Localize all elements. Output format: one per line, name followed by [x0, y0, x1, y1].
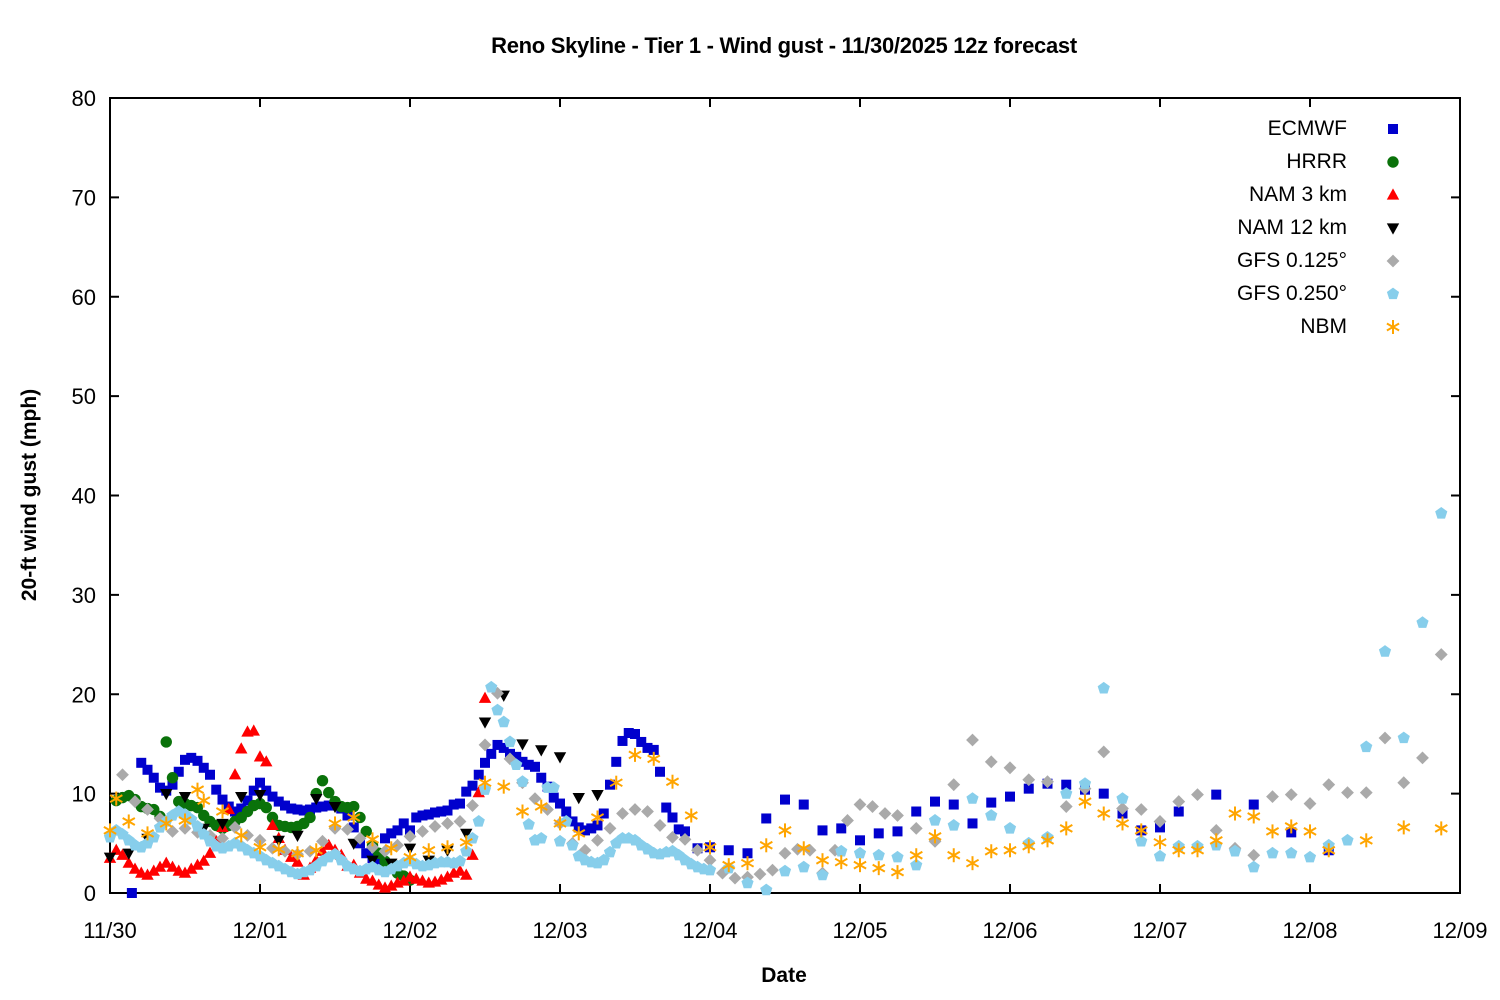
legend-entry-gfs-0-125: GFS 0.125° — [1103, 244, 1439, 277]
y-tick-label: 10 — [72, 782, 96, 807]
x-tick-label: 12/03 — [532, 918, 587, 943]
legend-label-nam-3-km: NAM 3 km — [1248, 182, 1347, 206]
x-tick-label: 12/07 — [1132, 918, 1187, 943]
x-tick-label: 12/06 — [982, 918, 1037, 943]
legend-label-gfs-0-250: GFS 0.250° — [1237, 281, 1347, 305]
x-tick-label: 12/01 — [232, 918, 287, 943]
series-gfs-0-250 — [103, 506, 1448, 896]
legend-label-nbm: NBM — [1300, 314, 1347, 338]
legend-marker-ecmwf-icon — [1347, 119, 1439, 139]
y-tick-label: 20 — [72, 682, 96, 707]
series-nbm — [103, 747, 1448, 880]
legend-entry-nam-12-km: NAM 12 km — [1103, 211, 1439, 244]
y-tick-label: 30 — [72, 583, 96, 608]
legend-marker-nam-12-km-icon — [1347, 218, 1439, 238]
legend-entry-ecmwf: ECMWF — [1103, 112, 1439, 145]
y-tick-label: 80 — [72, 86, 96, 111]
x-axis-label: Date — [761, 964, 807, 987]
legend-label-hrrr: HRRR — [1286, 149, 1347, 173]
x-tick-label: 12/08 — [1282, 918, 1337, 943]
chart-title: Reno Skyline - Tier 1 - Wind gust - 11/3… — [491, 33, 1077, 58]
legend-entry-hrrr: HRRR — [1103, 145, 1439, 178]
legend-marker-nam-3-km-icon — [1347, 185, 1439, 205]
y-tick-label: 60 — [72, 285, 96, 310]
y-tick-label: 0 — [84, 881, 96, 906]
x-tick-label: 11/30 — [83, 918, 136, 943]
x-tick-label: 12/09 — [1432, 918, 1487, 943]
legend-entry-nbm: NBM — [1103, 310, 1439, 343]
x-tick-label: 12/05 — [832, 918, 887, 943]
legend-entry-gfs-0-250: GFS 0.250° — [1103, 277, 1439, 310]
legend-marker-nbm-icon — [1347, 317, 1439, 337]
legend-entry-nam-3-km: NAM 3 km — [1103, 178, 1439, 211]
legend-marker-gfs-0-250-icon — [1347, 284, 1439, 304]
y-tick-label: 70 — [72, 185, 96, 210]
legend-label-gfs-0-125: GFS 0.125° — [1237, 248, 1347, 272]
y-tick-label: 40 — [72, 484, 96, 509]
legend-marker-gfs-0-125-icon — [1347, 251, 1439, 271]
legend-label-nam-12-km: NAM 12 km — [1237, 215, 1347, 239]
y-tick-label: 50 — [72, 384, 96, 409]
legend-label-ecmwf: ECMWF — [1267, 116, 1347, 140]
series-nam-12-km — [103, 690, 604, 870]
legend: ECMWF HRRR NAM 3 km NAM 12 km GFS 0.125° GFS … — [1103, 112, 1439, 343]
legend-marker-hrrr-icon — [1347, 152, 1439, 172]
x-tick-label: 12/04 — [682, 918, 737, 943]
x-tick-label: 12/02 — [382, 918, 437, 943]
